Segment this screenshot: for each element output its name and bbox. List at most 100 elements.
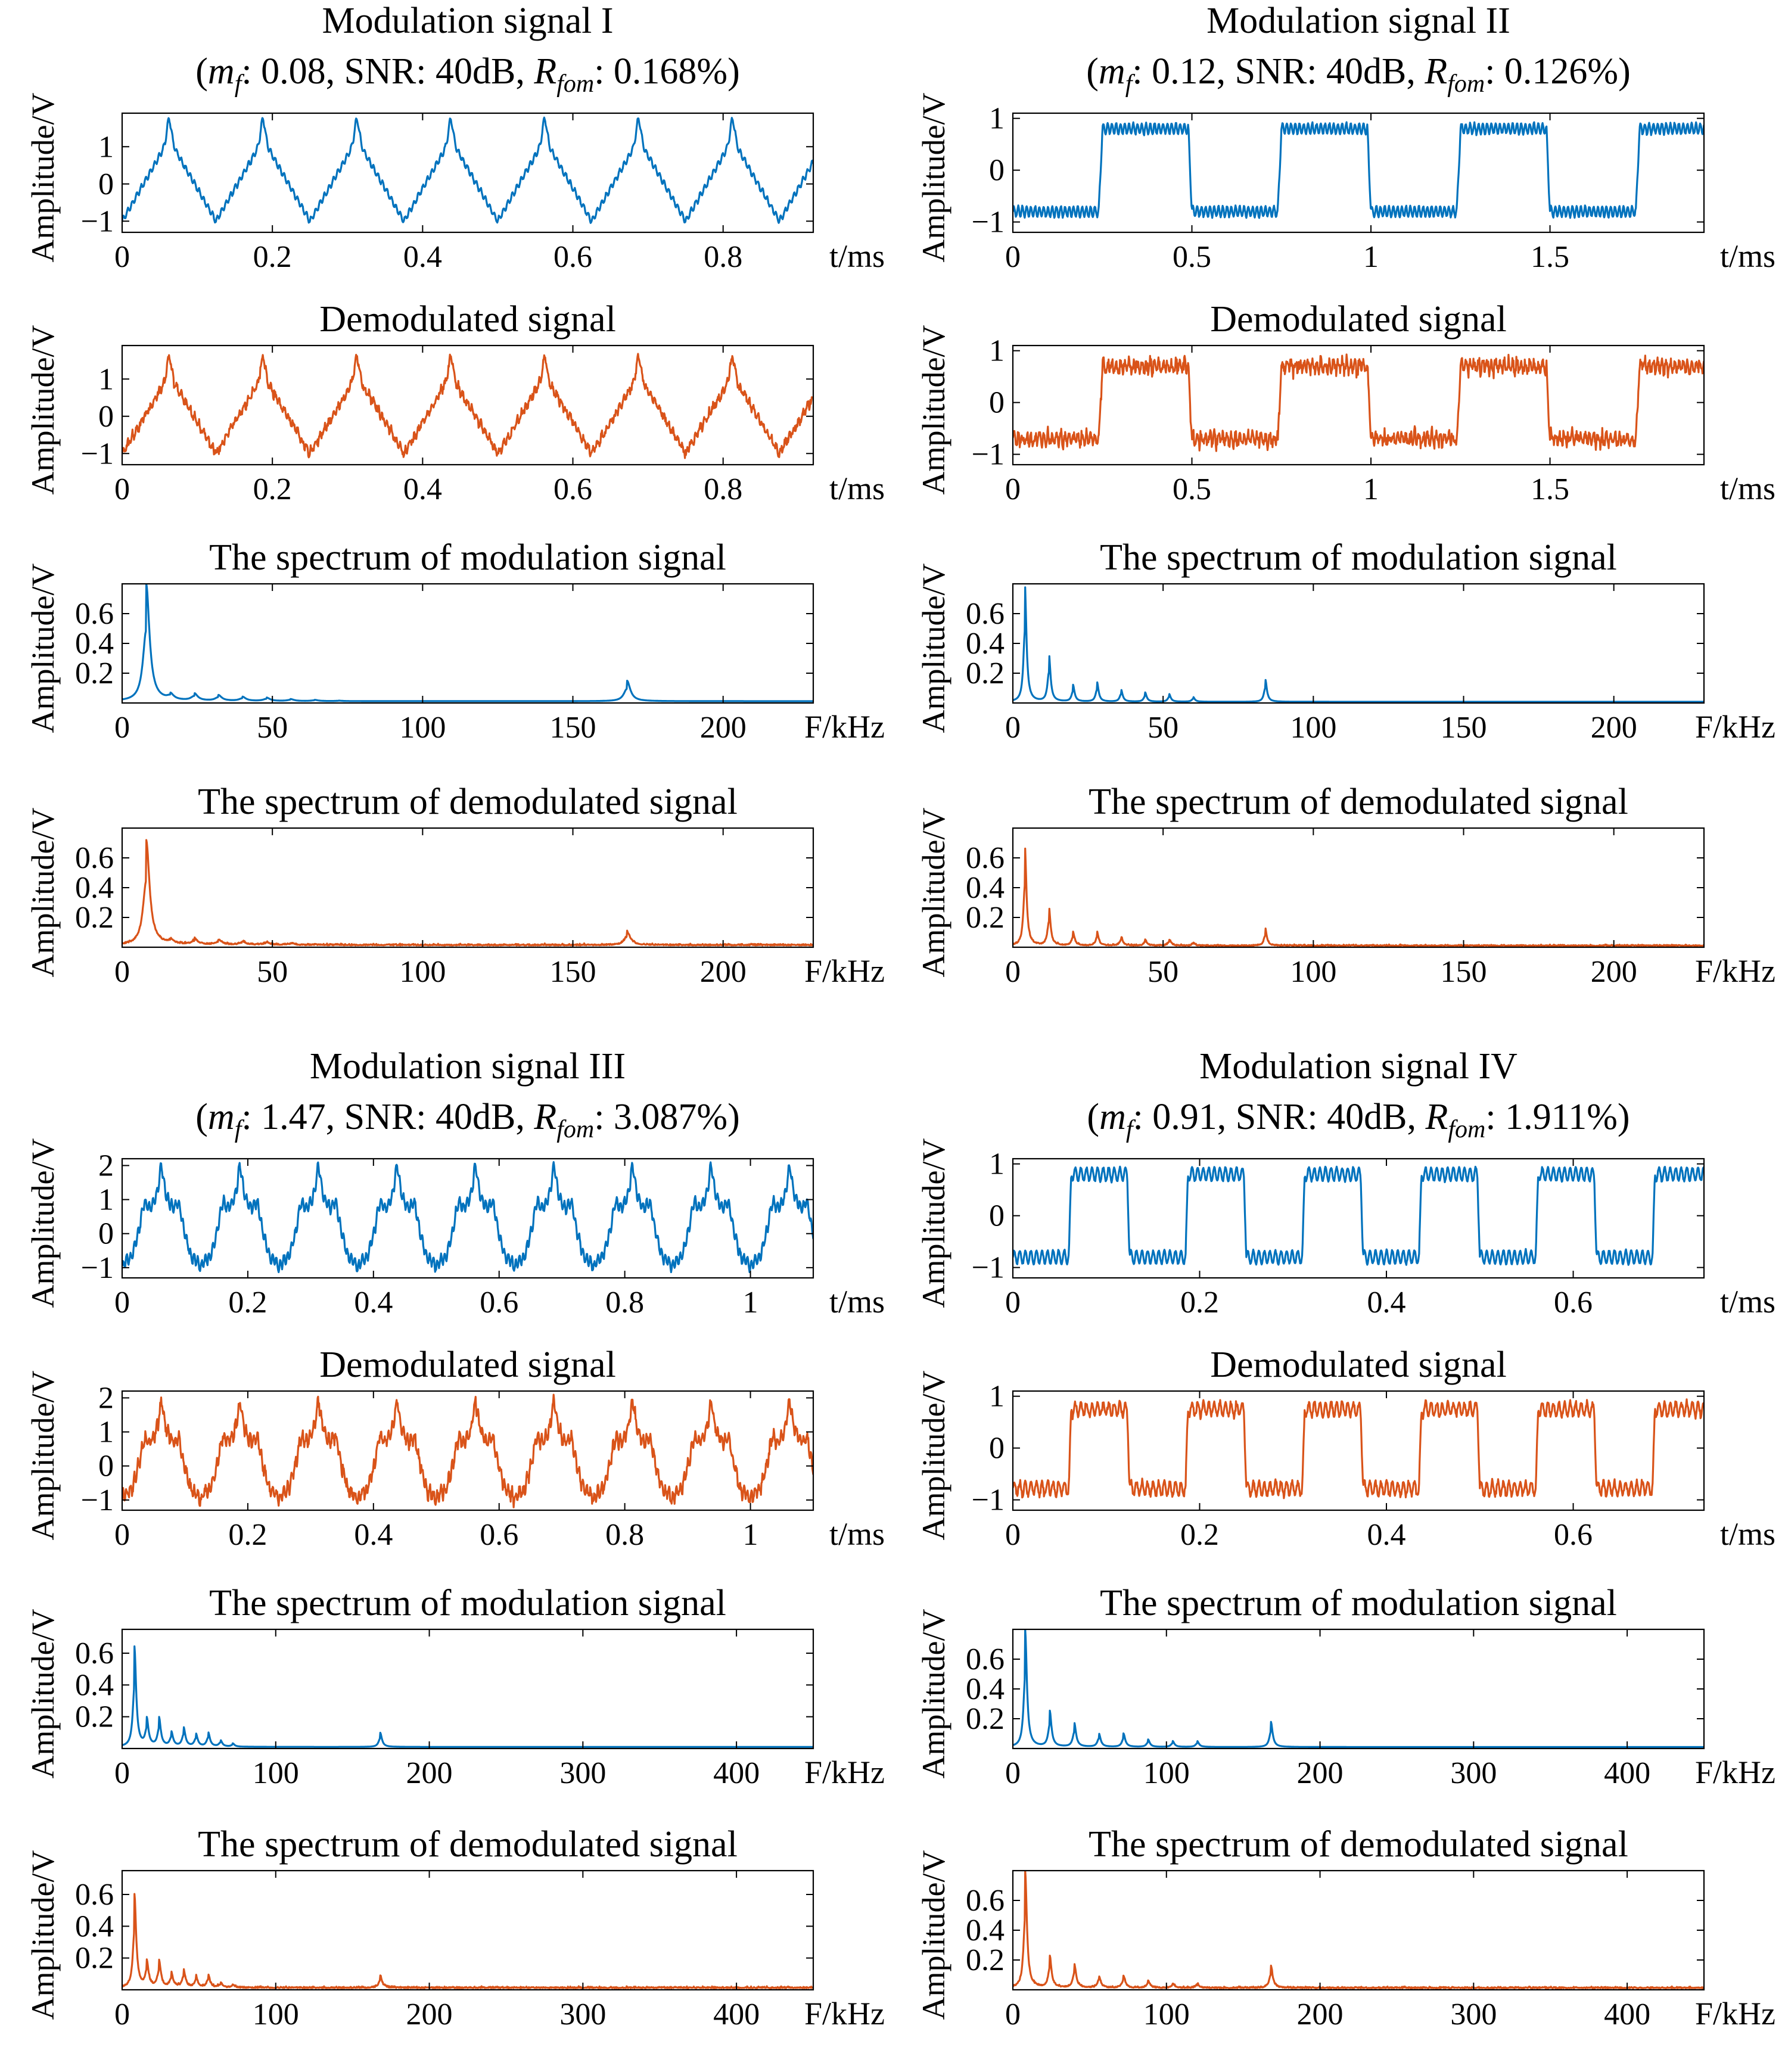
y-tick-label: 2: [98, 1381, 114, 1415]
y-tick-label: 1: [98, 362, 114, 396]
x-tick-label: 150: [550, 955, 596, 989]
subtitle-part: m: [208, 1097, 235, 1137]
x-tick-label: 0.2: [253, 472, 292, 506]
y-tick-label: 0.4: [966, 627, 1005, 661]
series-line: [1013, 1871, 1704, 1990]
subtitle-part: :: [1485, 1097, 1505, 1137]
y-tick-label: 0.4: [75, 1668, 114, 1702]
x-tick-label: 0: [114, 1998, 130, 2031]
x-tick-label: 0: [114, 240, 130, 274]
chart-panel: 0 50 100 150 200 0.20.40.6 F/kHz Amplitude/V The…: [916, 537, 1775, 745]
series-line: [122, 839, 813, 947]
subtitle-part: 40dB: [1327, 1097, 1407, 1137]
x-axis-label: F/kHz: [804, 1754, 885, 1790]
subtitle-part: :: [1307, 51, 1326, 92]
y-axis-label: Amplitude/V: [916, 1371, 951, 1541]
subtitle-part: m: [1099, 51, 1125, 92]
subtitle-part: (: [1087, 1097, 1099, 1137]
subtitle-part: ): [1618, 51, 1631, 92]
x-tick-label: 0.8: [605, 1518, 644, 1552]
series-line: [122, 584, 813, 702]
x-tick-label: 200: [1591, 955, 1637, 989]
panel-title: The spectrum of demodulated signal: [198, 1824, 738, 1865]
chart-panel: 0 0.2 0.4 0.6−101t/msAmplitude/VDemodulated…: [916, 1345, 1775, 1552]
subtitle-part: (: [195, 51, 208, 92]
group-subtitle: (mf: 1.47, SNR: 40dB, Rfom: 3.087%): [195, 1097, 739, 1143]
subtitle-part: m: [208, 51, 235, 92]
panel-title: Demodulated signal: [1210, 1345, 1507, 1385]
y-tick-label: 0: [989, 154, 1005, 188]
x-tick-label: 0.2: [253, 240, 292, 274]
subtitle-part: :: [594, 51, 614, 92]
x-tick-label: 200: [406, 1998, 453, 2031]
series-line: [1013, 353, 1704, 452]
y-tick-label: 0: [98, 1449, 114, 1483]
chart-panel: 0 0.2 0.4 0.6 0.8 1−1012t/msAmplitude/VDemodu…: [25, 1345, 885, 1552]
subtitle-part: R: [1424, 51, 1447, 92]
x-tick-label: 1: [1363, 240, 1379, 274]
subtitle-part: ,: [515, 1097, 534, 1137]
y-tick-label: 0.2: [75, 657, 114, 690]
subtitle-part: 1.911%: [1505, 1097, 1618, 1137]
x-tick-label: 200: [1297, 1756, 1344, 1790]
x-tick-label: 0.6: [1554, 1518, 1593, 1552]
subtitle-part: R: [533, 51, 556, 92]
x-tick-label: 150: [1441, 711, 1487, 745]
y-tick-label: −1: [81, 204, 114, 238]
axes-box: [121, 583, 814, 704]
subtitle-part: ): [727, 51, 740, 92]
x-tick-label: 100: [1290, 955, 1336, 989]
series-line: [1013, 1165, 1704, 1266]
subtitle-part: :: [241, 1097, 261, 1137]
x-tick-label: 100: [253, 1756, 299, 1790]
x-tick-label: 0.2: [1180, 1286, 1219, 1320]
y-tick-label: 0.2: [75, 1942, 114, 1975]
y-tick-label: 0: [989, 386, 1005, 420]
axes-box: [1012, 827, 1705, 948]
chart-panel: 0 50 100 150 200 0.20.40.6 F/kHz Amplitude/V The…: [25, 537, 885, 745]
y-tick-label: 0: [98, 1217, 114, 1251]
y-axis-label: Amplitude/V: [25, 1371, 61, 1541]
x-tick-label: 0.2: [228, 1518, 267, 1552]
axes-box: [1012, 1390, 1705, 1511]
axes-box: [1012, 344, 1705, 466]
y-tick-label: −1: [972, 206, 1005, 239]
x-tick-label: 400: [1604, 1756, 1650, 1790]
x-axis-label: t/ms: [1720, 1516, 1775, 1552]
y-tick-label: 0: [989, 1432, 1005, 1466]
chart-panel: 0 100 200 300 400 0.20.40.6 F/kHz Amplitude/V Th…: [916, 1824, 1775, 2031]
x-tick-label: 0.6: [553, 240, 592, 274]
x-tick-label: 300: [1450, 1998, 1497, 2031]
x-tick-label: 0.6: [480, 1518, 518, 1552]
x-tick-label: 100: [1143, 1756, 1190, 1790]
y-axis-label: Amplitude/V: [25, 325, 61, 495]
y-tick-label: 0.2: [966, 901, 1005, 935]
series-line: [122, 1393, 813, 1508]
y-tick-label: 0: [989, 1199, 1005, 1233]
subtitle-part: 0.08: [261, 51, 326, 92]
y-axis-label: Amplitude/V: [25, 93, 61, 263]
x-tick-label: 100: [1143, 1998, 1190, 2031]
axes-box: [121, 1158, 814, 1279]
subtitle-part: fom: [556, 70, 594, 98]
group-title: Modulation signal III: [310, 1046, 626, 1087]
panel-title: The spectrum of modulation signal: [1100, 537, 1617, 578]
panel-title: The spectrum of modulation signal: [209, 1583, 726, 1623]
y-tick-label: 0.2: [966, 1943, 1005, 1977]
subtitle-part: 40dB: [1326, 51, 1406, 92]
x-axis-label: t/ms: [1720, 1284, 1775, 1320]
x-tick-label: 300: [1450, 1756, 1497, 1790]
subtitle-part: :: [1485, 51, 1504, 92]
x-tick-label: 300: [559, 1998, 606, 2031]
group-title: Modulation signal II: [1206, 1, 1510, 41]
y-tick-label: 0.2: [966, 1702, 1005, 1736]
subtitle-part: 1.47: [261, 1097, 326, 1137]
y-tick-label: −1: [81, 1483, 114, 1517]
x-tick-label: 0.8: [704, 240, 742, 274]
subtitle-part: R: [533, 1097, 556, 1137]
subtitle-part: SNR: [1236, 1097, 1308, 1137]
y-tick-label: 0.4: [966, 871, 1005, 905]
x-axis-label: t/ms: [1720, 238, 1775, 274]
